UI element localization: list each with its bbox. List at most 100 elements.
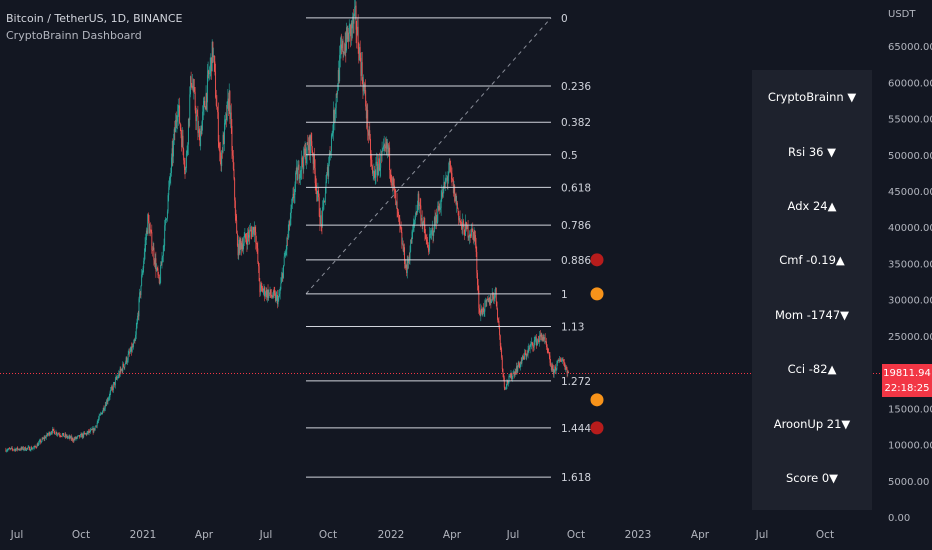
symbol-title[interactable]: Bitcoin / TetherUS, 1D, BINANCE [6,12,183,25]
candle-body [196,115,198,117]
candle-body [40,441,42,443]
candle-body [452,179,454,193]
candle-body [79,434,81,438]
candle-body [374,171,376,178]
candle-body [252,227,254,231]
fib-level-label: 1.618 [561,472,591,484]
candle-body [539,334,541,337]
candle-body [221,151,223,167]
candle-body [368,130,370,136]
candle-body [44,436,46,439]
candle-body [175,119,176,133]
candle-body [59,435,61,436]
fib-level-label: 0.618 [561,182,591,194]
candle-body [521,359,523,364]
candle-body [361,62,363,76]
candle-body [153,247,155,261]
candle-body [350,22,352,37]
candle-body [131,346,133,352]
candle-body [532,343,534,347]
candle-body [293,193,295,199]
candle-body [354,6,356,15]
candle-body [304,149,306,156]
candle-body [510,372,512,378]
indicator-title[interactable]: CryptoBrainn Dashboard [6,29,142,42]
candle-body [31,447,33,450]
candle-body [142,267,144,275]
candle-body [374,177,376,179]
price-tick-label: 5000.00 [888,477,929,488]
candle-body [116,377,118,379]
candle-body [527,349,529,355]
candle-body [72,437,74,441]
candle-body [173,139,174,157]
candle-body [53,429,55,432]
candle-body [520,361,522,364]
candle-body [515,371,517,374]
candle-body [56,431,58,435]
candle-body [437,205,439,211]
price-tick-label: 35000.00 [888,259,932,270]
price-axis[interactable]: 65000.00 60000.00 55000.00 50000.00 45000.00… [888,42,932,524]
candle-body [144,244,146,253]
candle-body [15,448,17,451]
candle-body [166,211,168,219]
candle-body [29,450,31,452]
candle-body [389,170,391,174]
candle-body [428,249,430,251]
candle-body [91,429,93,431]
candle-body [61,434,63,437]
candle-body [162,255,164,258]
candle-body [427,241,429,248]
candle-body [375,161,377,178]
candle-body [123,363,124,368]
candle-body [340,44,342,50]
candle-body [219,146,221,152]
candle-body [517,366,519,372]
candle-body [6,450,8,452]
candle-body [137,315,139,322]
candle-body [232,151,234,156]
candle-body [544,337,546,342]
candle-body [518,361,519,367]
candle-body [184,167,186,171]
last-price: 19811.94 [883,368,931,379]
candle-body [546,347,548,349]
candle-body [100,413,102,414]
fib-level-label: 0.382 [561,117,591,129]
candle-body [173,129,175,140]
candle-body [354,5,356,7]
candle-body [19,449,21,451]
candle-body [262,290,264,293]
candle-body [168,177,170,188]
candle-body [103,407,105,411]
candle-body [288,221,290,232]
candle-body [302,163,304,170]
candle-body [431,228,433,230]
candle-body [266,290,268,298]
candle-body [267,289,269,298]
candle-body [528,347,530,349]
candle-body [318,190,320,198]
candle-body [396,201,398,210]
candle-body [534,339,536,341]
candle-body [192,85,194,92]
candle-body [414,219,416,223]
candle-body [69,436,71,439]
fibonacci-retracement[interactable]: 0 0.236 0.382 0.5 0.618 0.786 0.886 1 1.13 1.272 1… [305,13,604,484]
candle-body [222,134,224,153]
candle-body [313,154,315,164]
candle-body [60,435,62,437]
candle-body [78,435,80,436]
fib-level-label: 1.272 [561,376,591,388]
price-tick-label: 10000.00 [888,441,932,452]
candle-body [364,90,366,92]
candle-body [99,414,101,416]
time-axis[interactable]: Jul Oct 2021 Apr Jul Oct 2022 Apr Jul Oct 2023 Apr J… [10,529,834,541]
candle-body [536,340,538,346]
candle-body [460,221,462,223]
candle-body [192,85,193,88]
fib-level-label: 0.236 [561,81,591,93]
candle-body [548,353,550,356]
